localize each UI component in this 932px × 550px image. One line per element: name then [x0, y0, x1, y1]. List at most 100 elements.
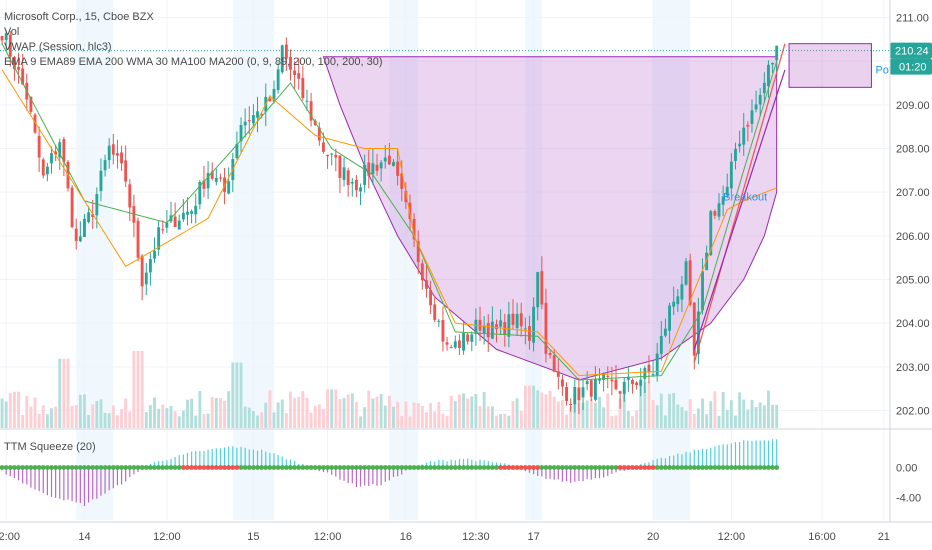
- volume-bar: [120, 408, 123, 428]
- volume-bar: [684, 410, 688, 428]
- squeeze-dot: [238, 465, 244, 470]
- candle-body: [701, 271, 704, 311]
- squeeze-dot: [349, 465, 355, 470]
- candle-body: [359, 187, 362, 192]
- candle-body: [746, 124, 750, 127]
- squeeze-dot: [403, 465, 409, 470]
- volume-bar: [655, 405, 659, 428]
- squeeze-dot: [444, 465, 450, 470]
- candle-body: [293, 70, 297, 75]
- candle-body: [128, 184, 132, 208]
- squeeze-dot: [3, 465, 9, 470]
- vwap-legend[interactable]: VWAP (Session, hlc3): [4, 41, 112, 53]
- squeeze-dot: [189, 465, 194, 470]
- squeeze-dot: [119, 465, 124, 470]
- volume-bar: [144, 412, 148, 428]
- candle-body: [144, 272, 148, 285]
- volume-bar: [161, 404, 165, 428]
- squeeze-dot: [82, 465, 87, 470]
- candle-body: [457, 340, 461, 348]
- volume-bar: [326, 389, 330, 428]
- squeeze-dot: [69, 465, 75, 470]
- candle-body: [771, 62, 775, 65]
- volume-bar: [767, 390, 770, 428]
- candle-body: [87, 212, 91, 223]
- volume-bar: [45, 414, 49, 428]
- squeeze-dot: [300, 465, 306, 470]
- squeeze-dot: [382, 465, 388, 470]
- squeeze-dot: [131, 465, 137, 470]
- ema9-line: [1, 43, 778, 381]
- candle-body: [560, 379, 564, 387]
- time-tick-label: 12:30: [462, 531, 490, 543]
- squeeze-dot: [12, 465, 17, 470]
- volume-bar: [206, 413, 210, 428]
- squeeze-dot: [53, 465, 59, 470]
- squeeze-dot: [477, 465, 483, 470]
- squeeze-dot: [733, 465, 738, 470]
- candle-body: [173, 216, 177, 228]
- price-tick-label: 204.00: [896, 318, 930, 330]
- candle-body: [272, 88, 276, 102]
- squeeze-dot: [201, 465, 207, 470]
- squeeze-dot: [251, 465, 256, 470]
- volume-bar: [729, 400, 733, 428]
- squeeze-legend[interactable]: TTM Squeeze (20): [4, 441, 96, 453]
- volume-bar: [272, 412, 276, 428]
- volume-bar: [243, 406, 247, 428]
- squeeze-dot: [44, 465, 50, 470]
- squeeze-dot: [555, 465, 561, 470]
- volume-bar: [177, 416, 181, 428]
- squeeze-dot: [543, 465, 549, 470]
- volume-bar: [136, 350, 140, 428]
- volume-bar: [622, 390, 626, 428]
- squeeze-dot: [197, 465, 203, 470]
- squeeze-dot: [407, 465, 413, 470]
- candle-body: [99, 170, 103, 192]
- volume-bar: [235, 362, 239, 428]
- volume-bar: [239, 362, 243, 428]
- symbol-title[interactable]: Microsoft Corp., 15, Cboe BZX: [4, 11, 154, 23]
- squeeze-dot: [522, 465, 528, 470]
- volume-bar: [305, 397, 309, 428]
- squeeze-dot: [514, 465, 520, 470]
- volume-bar: [276, 402, 280, 428]
- candle-body: [717, 203, 721, 217]
- candle-body: [260, 114, 264, 116]
- volume-bar: [453, 401, 457, 428]
- candle-body: [754, 104, 758, 110]
- volume-bar: [449, 395, 453, 428]
- candle-body: [280, 45, 284, 73]
- squeeze-dot: [749, 465, 755, 470]
- candle-body: [462, 333, 465, 351]
- squeeze-dot: [531, 465, 536, 470]
- volume-bar: [515, 398, 519, 428]
- volume-bar: [21, 414, 25, 428]
- cup-shape: [322, 56, 778, 381]
- squeeze-dot: [675, 465, 681, 470]
- squeeze-dot: [333, 465, 339, 470]
- candle-body: [12, 57, 16, 70]
- countdown-badge: [890, 58, 932, 75]
- candle-body: [338, 155, 342, 178]
- squeeze-dot: [518, 465, 524, 470]
- candle-body: [412, 218, 416, 240]
- squeeze-dot: [73, 465, 79, 470]
- squeeze-dot: [7, 465, 13, 470]
- volume-legend[interactable]: Vol: [4, 26, 20, 38]
- volume-bar: [190, 398, 194, 428]
- volume-bar: [41, 405, 45, 428]
- volume-bar: [610, 416, 614, 428]
- volume-bar: [437, 402, 441, 428]
- squeeze-dot: [720, 465, 726, 470]
- candle-body: [499, 320, 503, 327]
- squeeze-dot: [704, 465, 710, 470]
- candle-body: [107, 145, 111, 161]
- squeeze-dot: [234, 465, 240, 470]
- candle-body: [157, 227, 161, 250]
- candle-body: [8, 34, 12, 57]
- ma-legend[interactable]: EMA 9 EMA89 EMA 200 WMA 30 MA100 MA200 (…: [4, 56, 383, 68]
- squeeze-dot: [147, 465, 153, 470]
